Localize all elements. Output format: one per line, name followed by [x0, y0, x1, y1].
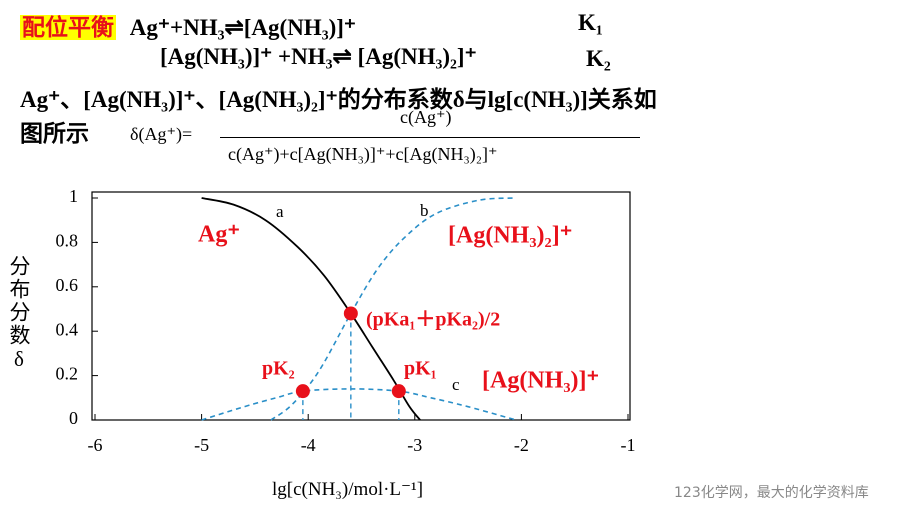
series-letter: c: [452, 375, 460, 394]
y-tick-label: 0.6: [56, 275, 79, 295]
question: Ag⁺、[Ag(NH₃)]⁺、[Ag(NH₃)₂]⁺的分布系数δ与lg[c(NH…: [20, 87, 657, 112]
constant: K₁: [578, 10, 603, 35]
marker: [391, 384, 406, 399]
y-tick-label: 0.2: [56, 364, 79, 384]
series-line: [201, 388, 517, 421]
formula-denominator: c(Ag⁺)+c[Ag(NH₃)]⁺+c[Ag(NH₃)₂]⁺: [228, 144, 498, 164]
x-tick-label: -1: [621, 435, 636, 455]
marker-label: (pKa₁＋pKa₂)/2: [366, 309, 500, 331]
series-name: [Ag(NH₃)]⁺: [482, 368, 599, 394]
series-letter: b: [420, 201, 429, 220]
formula-numerator: c(Ag⁺): [400, 107, 452, 127]
y-tick-label: 0.8: [56, 231, 79, 251]
y-tick-label: 1: [69, 186, 78, 206]
formula-lhs: δ(Ag⁺)=: [130, 124, 193, 144]
marker-label: pK₁: [404, 358, 437, 380]
x-axis-label: lg[c(NH₃)/mol·L⁻¹]: [272, 479, 424, 500]
series-name: Ag⁺: [198, 222, 240, 248]
marker-label: pK₂: [262, 358, 295, 380]
fraction-bar: [220, 137, 640, 138]
constant: K₂: [586, 46, 611, 71]
y-tick-label: 0: [69, 408, 78, 428]
equation: Ag⁺+NH₃⇌[Ag(NH₃)]⁺: [129, 15, 357, 40]
header-line-1: 配位平衡 Ag⁺+NH₃⇌[Ag(NH₃)]⁺: [20, 8, 356, 42]
x-tick-label: -6: [88, 435, 103, 455]
equation: [Ag(NH₃)]⁺ +NH₃⇌ [Ag(NH₃)₂]⁺: [160, 44, 477, 69]
x-tick-label: -5: [194, 435, 209, 455]
series-letter: a: [276, 202, 284, 221]
plot-frame: [91, 191, 631, 421]
y-axis-label: 分布分数δ: [7, 255, 31, 373]
x-tick-label: -2: [514, 435, 529, 455]
watermark: 123化学网，最大的化学资料库: [674, 485, 869, 501]
x-tick-label: -4: [301, 435, 316, 455]
topic-tag: 配位平衡: [20, 15, 116, 40]
x-tick-label: -3: [407, 435, 422, 455]
marker: [295, 384, 310, 399]
question: 图所示: [20, 121, 89, 146]
marker: [343, 306, 358, 321]
y-tick-label: 0.4: [56, 319, 79, 339]
series-name: [Ag(NH₃)₂]⁺: [448, 223, 572, 249]
